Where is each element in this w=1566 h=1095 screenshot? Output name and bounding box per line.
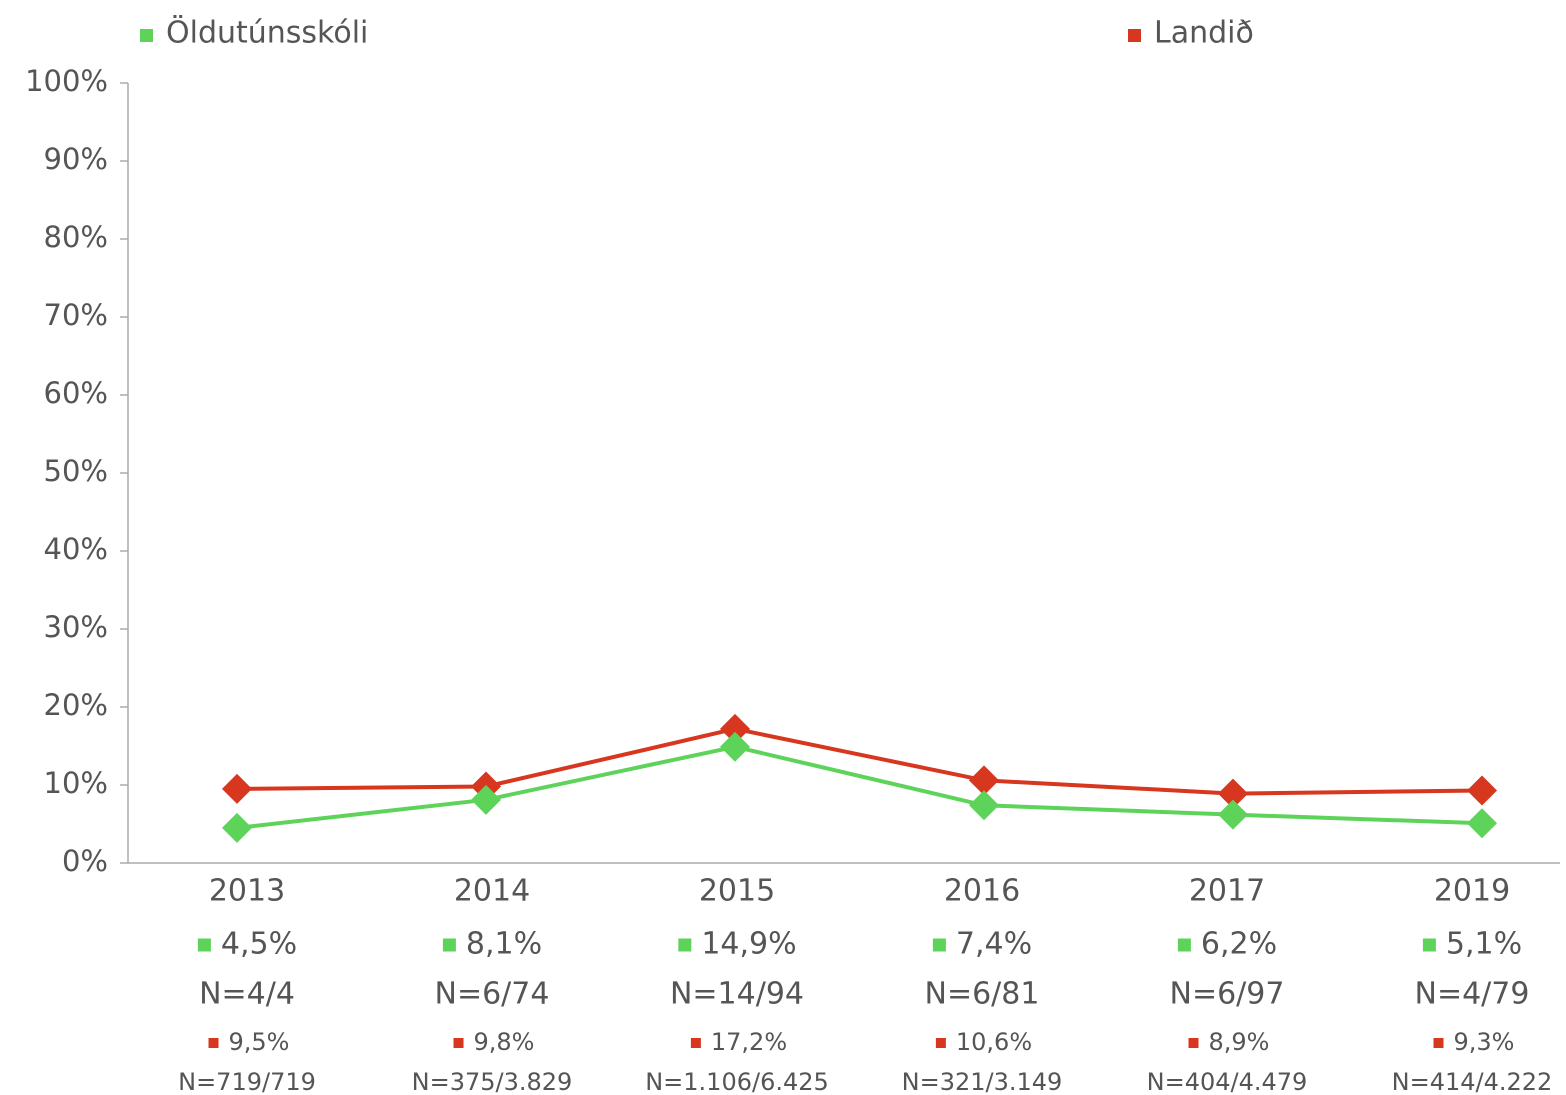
n-label: N=404/4.479 — [1147, 1068, 1308, 1095]
value-label-swatch — [208, 1038, 219, 1048]
marker — [720, 713, 750, 744]
n-label: N=14/94 — [670, 977, 804, 1012]
y-tick-label: 100% — [25, 64, 108, 98]
marker — [1218, 778, 1248, 809]
y-tick-label: 90% — [44, 142, 108, 176]
legend-label: Öldutúnsskóli — [166, 15, 368, 51]
n-label: N=6/81 — [925, 977, 1040, 1012]
n-label: N=6/97 — [1170, 977, 1285, 1012]
x-tick-label: 2013 — [209, 874, 285, 909]
value-label-swatch — [935, 1038, 946, 1048]
y-tick-label: 80% — [44, 220, 108, 254]
legend-swatch — [1128, 29, 1141, 42]
value-label: 9,5% — [229, 1028, 290, 1056]
value-label: 7,4% — [956, 927, 1032, 962]
marker — [222, 812, 252, 843]
value-label: 5,1% — [1446, 927, 1522, 962]
marker — [720, 731, 750, 762]
n-label: N=321/3.149 — [902, 1068, 1063, 1095]
n-label: N=1.106/6.425 — [645, 1068, 829, 1095]
y-tick-label: 30% — [44, 610, 108, 644]
y-tick-label: 60% — [44, 376, 108, 410]
value-label: 4,5% — [221, 927, 297, 962]
legend-swatch — [140, 29, 153, 42]
value-label: 9,8% — [474, 1028, 535, 1056]
y-tick-label: 20% — [44, 688, 108, 722]
y-tick-label: 10% — [44, 766, 108, 800]
value-label-swatch — [932, 938, 946, 952]
x-tick-label: 2017 — [1189, 874, 1265, 909]
marker — [1467, 808, 1497, 839]
value-label-swatch — [690, 1038, 701, 1048]
value-label: 8,1% — [466, 927, 542, 962]
value-label-swatch — [1177, 938, 1191, 952]
marker — [1467, 775, 1497, 806]
x-tick-label: 2014 — [454, 874, 530, 909]
marker — [222, 773, 252, 804]
y-tick-label: 0% — [62, 844, 108, 878]
series-line — [236, 726, 1483, 796]
value-label-swatch — [1422, 938, 1436, 952]
marker — [471, 784, 501, 815]
x-tick-label: 2016 — [944, 874, 1020, 909]
y-tick-label: 70% — [44, 298, 108, 332]
marker — [969, 790, 999, 821]
marker — [969, 765, 999, 796]
value-label-swatch — [1188, 1038, 1199, 1048]
value-label-swatch — [678, 938, 692, 952]
n-label: N=6/74 — [435, 977, 550, 1012]
value-label: 8,9% — [1209, 1028, 1270, 1056]
value-label: 6,2% — [1201, 927, 1277, 962]
legend-label: Landið — [1154, 16, 1254, 51]
n-label: N=414/4.222 — [1392, 1068, 1553, 1095]
value-label: 9,3% — [1454, 1028, 1515, 1056]
marker — [1218, 799, 1248, 830]
value-label-swatch — [442, 938, 456, 952]
value-label: 17,2% — [711, 1028, 787, 1056]
value-label-swatch — [1433, 1038, 1444, 1048]
n-label: N=4/79 — [1415, 977, 1530, 1012]
value-label: 14,9% — [701, 927, 796, 962]
y-tick-label: 40% — [44, 532, 108, 566]
value-label-swatch — [197, 938, 211, 952]
series-line — [236, 744, 1483, 830]
n-label: N=719/719 — [178, 1068, 316, 1095]
y-tick-label: 50% — [44, 454, 108, 488]
n-label: N=375/3.829 — [412, 1068, 573, 1095]
value-label: 10,6% — [956, 1028, 1032, 1056]
value-label-swatch — [453, 1038, 464, 1048]
x-tick-label: 2019 — [1434, 874, 1510, 909]
n-label: N=4/4 — [199, 977, 295, 1012]
x-tick-label: 2015 — [699, 874, 775, 909]
